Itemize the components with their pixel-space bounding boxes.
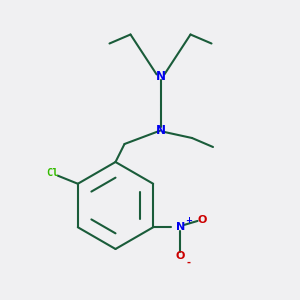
Text: O: O [197,215,206,225]
Text: N: N [176,222,185,232]
Text: Cl: Cl [46,168,59,178]
Text: N: N [155,70,166,83]
Text: N: N [155,124,166,137]
Text: +: + [185,216,192,225]
Text: -: - [187,257,190,267]
Text: O: O [176,251,185,261]
